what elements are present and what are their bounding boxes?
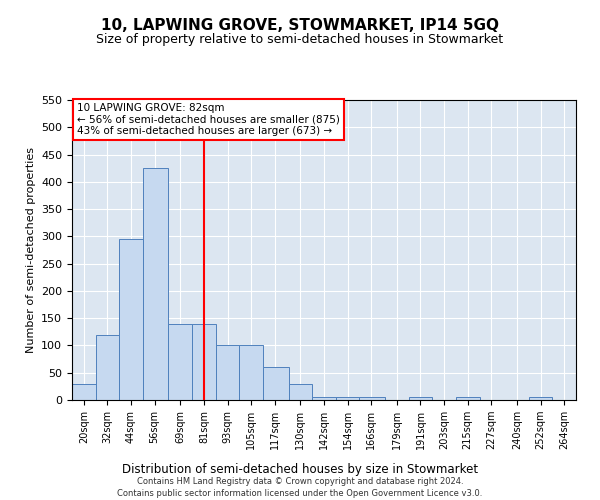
Bar: [192, 324, 216, 400]
Text: Size of property relative to semi-detached houses in Stowmarket: Size of property relative to semi-detach…: [97, 32, 503, 46]
Bar: [289, 384, 312, 400]
Text: 10, LAPWING GROVE, STOWMARKET, IP14 5GQ: 10, LAPWING GROVE, STOWMARKET, IP14 5GQ: [101, 18, 499, 32]
Bar: [456, 398, 479, 400]
Text: Contains HM Land Registry data © Crown copyright and database right 2024.: Contains HM Land Registry data © Crown c…: [137, 478, 463, 486]
Bar: [72, 384, 95, 400]
Bar: [263, 368, 289, 400]
Text: 10 LAPWING GROVE: 82sqm
← 56% of semi-detached houses are smaller (875)
43% of s: 10 LAPWING GROVE: 82sqm ← 56% of semi-de…: [77, 103, 340, 136]
Bar: [239, 346, 263, 400]
Bar: [143, 168, 169, 400]
Bar: [409, 398, 432, 400]
Text: Contains public sector information licensed under the Open Government Licence v3: Contains public sector information licen…: [118, 489, 482, 498]
Bar: [119, 239, 143, 400]
Bar: [216, 346, 239, 400]
Bar: [312, 398, 336, 400]
Bar: [529, 398, 553, 400]
Bar: [359, 398, 385, 400]
Bar: [95, 334, 119, 400]
Text: Distribution of semi-detached houses by size in Stowmarket: Distribution of semi-detached houses by …: [122, 462, 478, 475]
Y-axis label: Number of semi-detached properties: Number of semi-detached properties: [26, 147, 35, 353]
Bar: [169, 324, 192, 400]
Bar: [336, 398, 359, 400]
